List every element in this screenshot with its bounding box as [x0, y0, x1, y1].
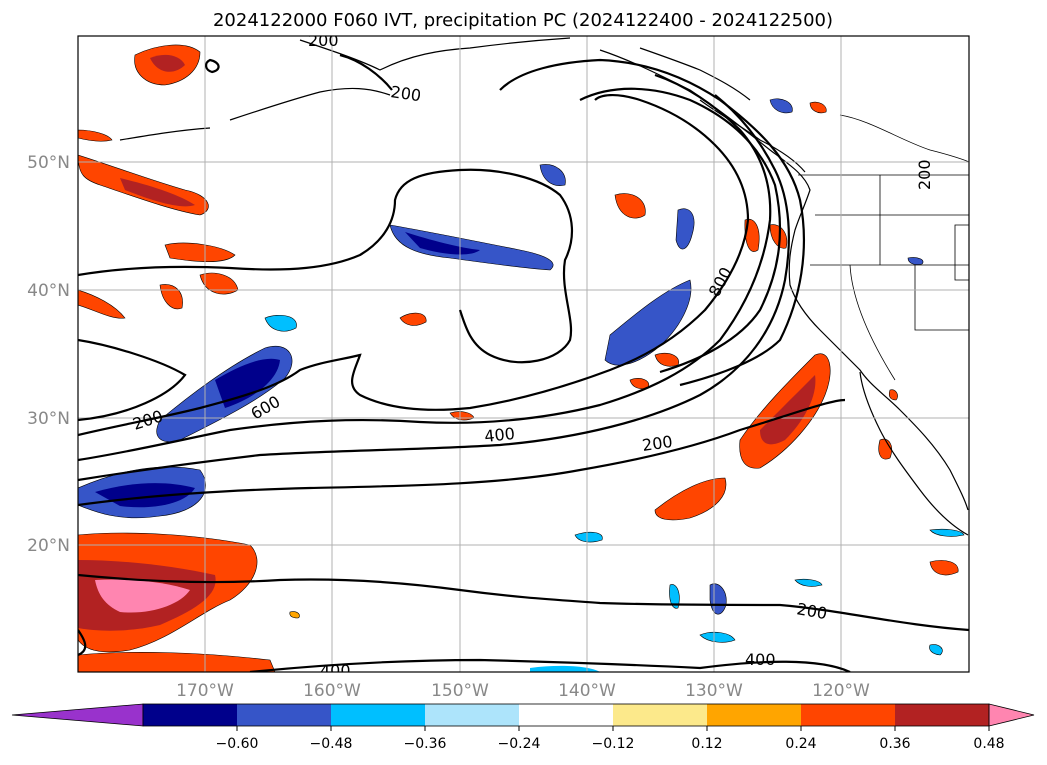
- lat-label-40n: 40°N: [27, 281, 70, 301]
- longitude-labels: 170°W 160°W 150°W 140°W 130°W 120°W: [176, 681, 870, 701]
- colorbar-swatch: [801, 704, 896, 726]
- contour-label-200-coast: 200: [915, 159, 934, 190]
- contour-label-200-nw: 200: [389, 82, 422, 105]
- lat-label-30n: 30°N: [27, 409, 70, 429]
- colorbar-swatch: [707, 704, 802, 726]
- contour-label-400-mid: 400: [483, 424, 515, 446]
- colorbar-frame: [142, 703, 990, 727]
- contour-label-200-mid: 200: [641, 432, 674, 455]
- colorbar-swatch: [331, 704, 426, 726]
- colorbar-tick-label: −0.24: [498, 736, 541, 752]
- colorbar-swatch: [519, 704, 614, 726]
- colorbar-tick-label: 0.24: [785, 736, 816, 752]
- figure-title: 2024122000 F060 IVT, precipitation PC (2…: [213, 10, 833, 31]
- colorbar-tick-label: 0.36: [879, 736, 910, 752]
- colorbar-swatch: [613, 704, 708, 726]
- lon-label-120w: 120°W: [812, 681, 870, 701]
- contour-label-400-bottom: 400: [320, 661, 351, 680]
- map-area: 200 200 200 600 400 200 800 200 200 400 …: [78, 31, 969, 680]
- lon-label-130w: 130°W: [685, 681, 743, 701]
- colorbar-swatch: [895, 704, 990, 726]
- contour-label-200-top: 200: [308, 31, 339, 50]
- colorbar-tick-label: −0.60: [216, 736, 259, 752]
- contour-labels: 200 200 200 600 400 200 800 200 200 400 …: [130, 31, 934, 680]
- negative-pc-shading: [78, 98, 965, 672]
- colorbar-swatch: [237, 704, 332, 726]
- colorbar-swatch: [143, 704, 238, 726]
- lon-label-150w: 150°W: [431, 681, 489, 701]
- colorbar-extend-low: [11, 703, 144, 727]
- colorbar-extend-high: [988, 703, 1035, 727]
- lon-label-140w: 140°W: [558, 681, 616, 701]
- contour-label-400-south: 400: [745, 650, 776, 669]
- colorbar-tick-label: 0.48: [973, 736, 1004, 752]
- colorbar-swatch: [425, 704, 520, 726]
- colorbar-tick-label: −0.48: [310, 736, 353, 752]
- colorbar: −0.60 −0.48 −0.36 −0.24 −0.12 0.12 0.24 0.36 0.4…: [11, 703, 1035, 752]
- lat-label-50n: 50°N: [27, 153, 70, 173]
- ivt-contours: [78, 53, 969, 672]
- colorbar-tick-label: −0.12: [592, 736, 635, 752]
- lat-label-20n: 20°N: [27, 536, 70, 556]
- lon-label-170w: 170°W: [176, 681, 234, 701]
- lon-label-160w: 160°W: [303, 681, 361, 701]
- map-frame: [77, 35, 970, 673]
- colorbar-tick-label: −0.36: [404, 736, 447, 752]
- positive-pc-shading: [78, 44, 959, 672]
- latitude-labels: 50°N 40°N 30°N 20°N: [27, 153, 70, 556]
- graticule: [78, 36, 969, 672]
- colorbar-tick-label: 0.12: [691, 736, 722, 752]
